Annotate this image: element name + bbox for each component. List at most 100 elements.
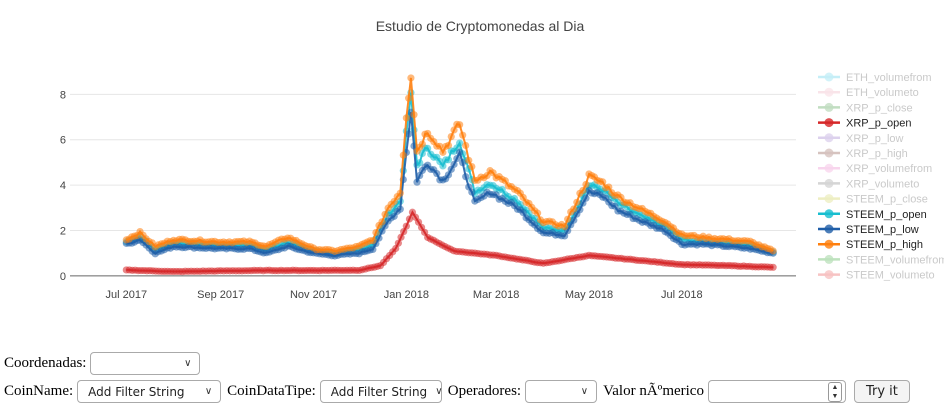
data-point xyxy=(444,171,453,179)
coindatatipe-select[interactable]: Add Filter String ∨ xyxy=(319,380,443,403)
data-point xyxy=(375,234,383,242)
chart: 0 2 4 6 8 Jul 2017 Sep 2017 Nov 2017 Jan 2018 Ma… xyxy=(60,18,944,301)
y-tick-label: 8 xyxy=(60,89,66,101)
legend-label: XRP_p_low xyxy=(846,133,904,145)
legend-item-XRP_volumeto[interactable]: XRP_volumeto xyxy=(818,178,919,190)
data-point xyxy=(462,173,470,181)
y-axis-ticks: 0 2 4 6 8 xyxy=(60,89,66,283)
legend-item-STEEM_volumefrom[interactable]: STEEM_volumefrom xyxy=(818,254,944,266)
legend-item-XRP_p_high[interactable]: XRP_p_high xyxy=(818,148,908,160)
data-point xyxy=(533,209,542,217)
legend-swatch-marker xyxy=(824,87,834,97)
legend-swatch-marker xyxy=(824,72,834,82)
legend-item-XRP_p_low[interactable]: XRP_p_low xyxy=(818,133,904,145)
legend-item-STEEM_p_high[interactable]: STEEM_p_high xyxy=(818,239,923,251)
legend-item-XRP_p_close[interactable]: XRP_p_close xyxy=(818,102,913,114)
legend-item-ETH_volumeto[interactable]: ETH_volumeto xyxy=(818,87,919,99)
coinname-select[interactable]: Add Filter String ∨ xyxy=(77,380,222,403)
x-tick-label: May 2018 xyxy=(565,289,613,301)
legend-item-STEEM_volumeto[interactable]: STEEM_volumeto xyxy=(818,270,935,282)
legend-label: STEEM_volumefrom xyxy=(846,254,944,266)
data-point xyxy=(519,208,527,217)
chevron-down-icon: ∨ xyxy=(435,386,443,397)
series-line-STEEM_p_high xyxy=(126,77,774,253)
y-tick-label: 6 xyxy=(60,135,66,147)
data-point xyxy=(459,159,467,167)
data-point xyxy=(456,148,464,156)
legend-label: XRP_volumefrom xyxy=(846,163,932,175)
data-point xyxy=(402,114,410,122)
filter-row: CoinName: Add Filter String ∨ CoinDataTi… xyxy=(4,380,910,403)
data-point xyxy=(582,194,590,202)
operadores-select[interactable]: ∨ xyxy=(525,380,598,403)
legend-swatch-marker xyxy=(824,178,834,188)
legend-swatch-marker xyxy=(824,254,834,264)
number-stepper-icon[interactable]: ▲ ▼ xyxy=(827,381,842,402)
try-it-button[interactable]: Try it xyxy=(853,380,910,403)
legend-label: XRP_p_open xyxy=(846,118,911,130)
legend-swatch-marker xyxy=(824,163,834,173)
data-point xyxy=(381,210,389,218)
data-point xyxy=(456,121,464,129)
legend-label: STEEM_p_high xyxy=(846,239,923,251)
coordenadas-select[interactable]: ∨ xyxy=(90,352,201,375)
data-point xyxy=(462,141,470,150)
x-tick-label: Jul 2017 xyxy=(106,289,148,301)
series-XRP_p_open xyxy=(122,208,777,276)
legend-swatch-marker xyxy=(824,194,834,204)
x-tick-label: Nov 2017 xyxy=(290,289,337,301)
data-point xyxy=(396,189,404,197)
legend-item-STEEM_p_low[interactable]: STEEM_p_low xyxy=(818,224,919,236)
x-tick-label: Mar 2018 xyxy=(473,289,519,301)
legend-label: STEEM_volumeto xyxy=(846,270,935,282)
legend-item-STEEM_p_open[interactable]: STEEM_p_open xyxy=(818,209,927,221)
legend-label: STEEM_p_low xyxy=(846,224,919,236)
data-point xyxy=(399,151,407,159)
data-point xyxy=(418,140,426,148)
legend-item-XRP_p_open[interactable]: XRP_p_open xyxy=(818,118,911,130)
coinname-value: Add Filter String xyxy=(88,384,185,399)
data-point xyxy=(413,178,421,186)
coindatatipe-label: CoinDataTipe: xyxy=(227,383,316,399)
x-tick-label: Jul 2018 xyxy=(661,289,703,301)
data-point xyxy=(400,227,408,236)
data-point xyxy=(576,206,584,214)
data-point xyxy=(392,244,400,253)
data-point xyxy=(369,245,377,254)
data-point xyxy=(450,126,458,134)
data-point xyxy=(498,185,506,194)
y-tick-label: 4 xyxy=(60,180,66,192)
legend-swatch-marker xyxy=(824,133,834,143)
legend-item-ETH_volumefrom[interactable]: ETH_volumefrom xyxy=(818,72,932,84)
data-point xyxy=(459,131,467,139)
legend: ETH_volumefrom ETH_volumeto XRP_p_close XRP… xyxy=(818,72,944,282)
legend-swatch-marker xyxy=(824,148,834,158)
chart-title: Estudio de Cryptomonedas al Dia xyxy=(376,18,585,34)
data-point xyxy=(579,186,587,195)
data-point xyxy=(405,94,413,102)
data-point xyxy=(444,156,453,164)
data-point xyxy=(468,163,476,171)
legend-item-XRP_volumefrom[interactable]: XRP_volumefrom xyxy=(818,163,932,175)
data-point xyxy=(402,222,410,230)
coordenadas-label: Coordenadas: xyxy=(4,355,87,371)
data-point xyxy=(465,156,473,164)
chevron-down-icon: ∨ xyxy=(184,358,192,369)
data-point xyxy=(769,247,777,255)
data-point xyxy=(396,205,404,213)
data-point xyxy=(573,198,581,206)
data-point xyxy=(599,178,607,186)
data-point xyxy=(570,216,578,224)
data-point xyxy=(416,159,424,167)
data-point xyxy=(570,205,578,213)
legend-item-STEEM_p_close[interactable]: STEEM_p_close xyxy=(818,194,928,206)
data-point xyxy=(444,141,453,149)
legend-swatch-marker xyxy=(824,224,834,234)
valor-input[interactable]: ▲ ▼ xyxy=(707,380,846,403)
data-point xyxy=(378,218,386,226)
coinname-label: CoinName: xyxy=(4,383,74,399)
coindatatipe-value: Add Filter String xyxy=(330,384,428,399)
data-point xyxy=(424,144,432,152)
data-point xyxy=(450,160,458,168)
data-point xyxy=(369,236,377,245)
